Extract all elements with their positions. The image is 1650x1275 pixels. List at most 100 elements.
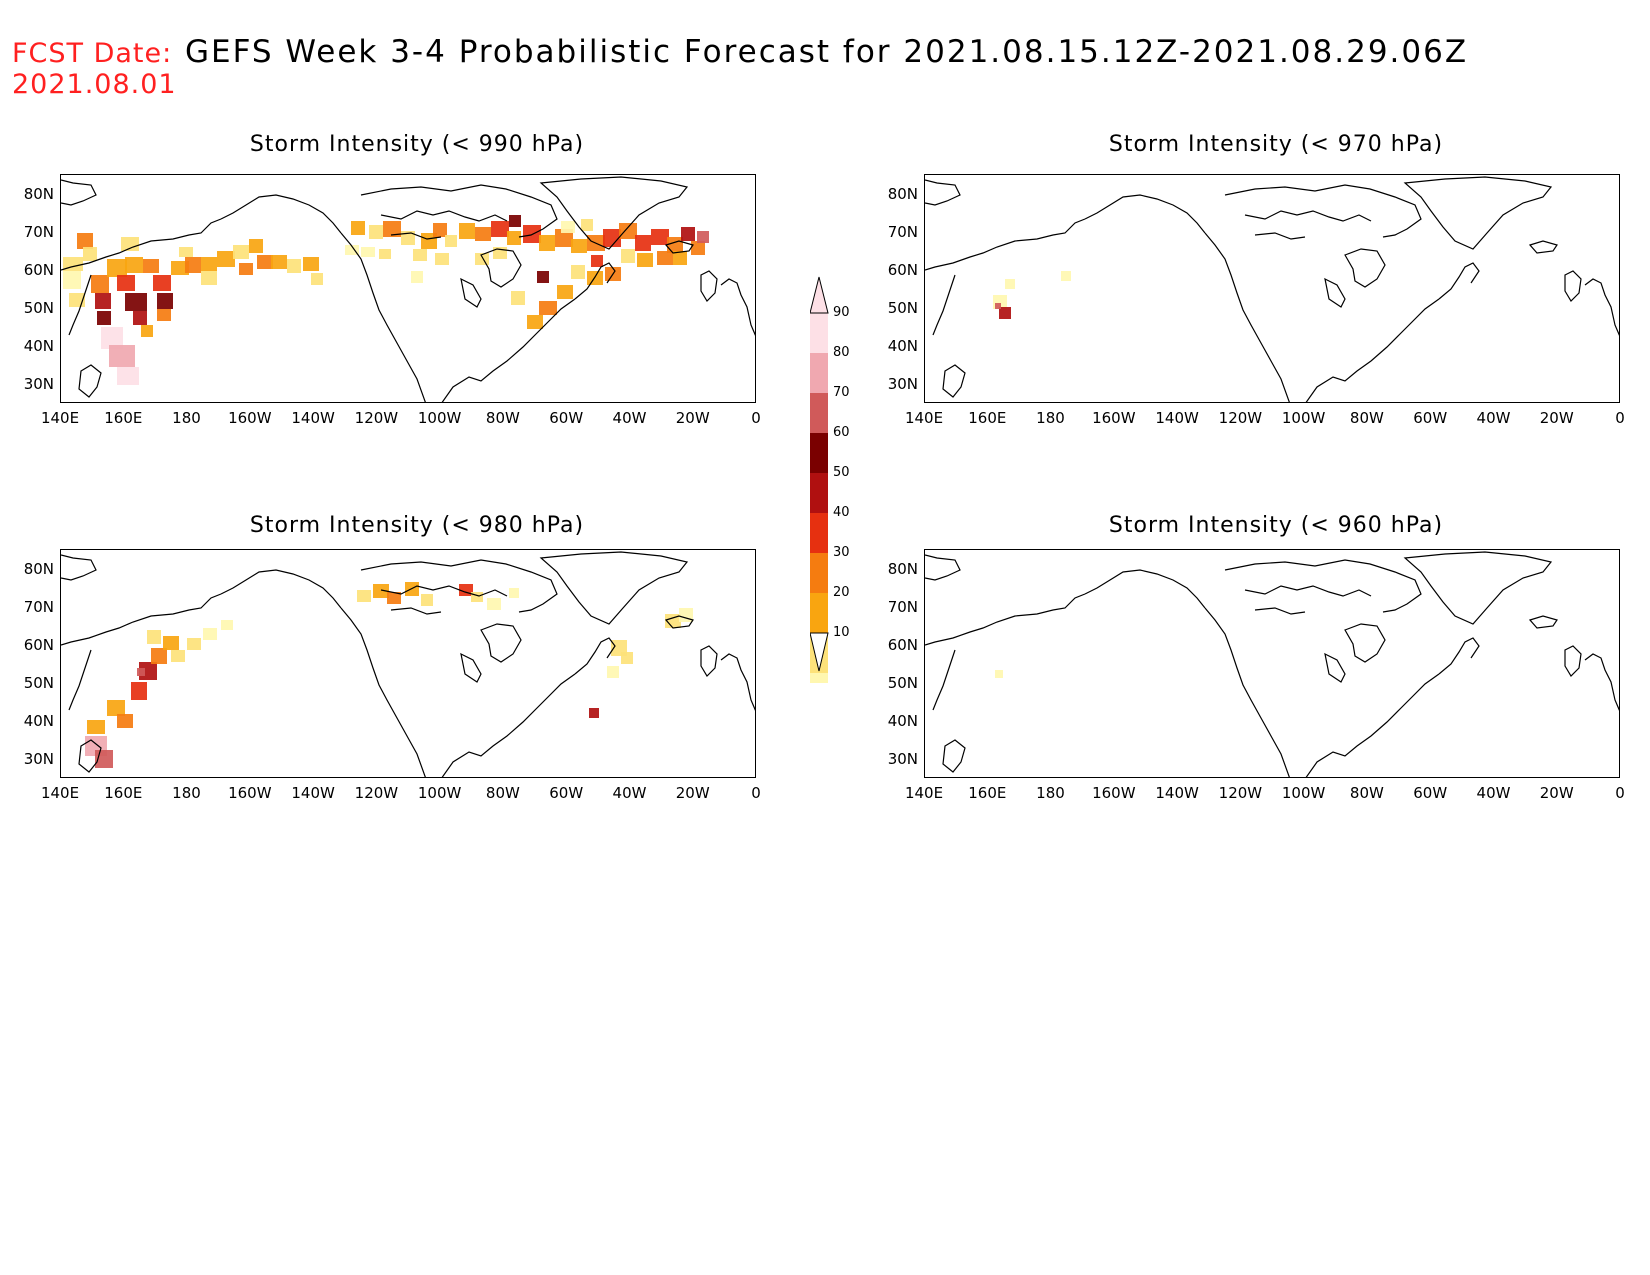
lat-tick-label: 80N (23, 185, 54, 203)
probability-cell (203, 628, 217, 640)
coastline (61, 554, 97, 581)
map-panel-970 (924, 174, 1620, 403)
lon-tick-label: 60W (1413, 784, 1448, 802)
probability-cell (87, 720, 105, 734)
coastline (1254, 232, 1306, 240)
coastline (574, 262, 616, 300)
panel-title-990: Storm Intensity (< 990 hPa) (249, 132, 585, 157)
map-canvas-980 (61, 551, 755, 777)
probability-cell (561, 221, 575, 233)
probability-cell (97, 311, 111, 325)
probability-cell (351, 221, 365, 235)
probability-cell (401, 231, 415, 245)
probability-cell (117, 367, 139, 385)
probability-cell (125, 257, 143, 273)
colorbar (810, 276, 829, 683)
coastline (925, 554, 961, 581)
lon-tick-label: 20W (675, 409, 710, 427)
coastline (925, 179, 961, 206)
probability-cell (383, 221, 401, 237)
probability-cell (171, 261, 189, 275)
coastline (1305, 673, 1440, 777)
coastline (1084, 569, 1206, 609)
coastline (942, 739, 966, 773)
lon-tick-label: 100W (1281, 784, 1326, 802)
colorbar-level-label: 60 (833, 425, 850, 440)
coastline (61, 218, 222, 271)
lat-tick-label: 30N (23, 750, 54, 768)
lon-tick-label: 140E (40, 409, 80, 427)
probability-cell (157, 293, 173, 309)
probability-cell (697, 231, 709, 243)
lon-tick-label: 80W (1349, 784, 1384, 802)
probability-cell (413, 249, 427, 261)
probability-cell (345, 245, 359, 255)
probability-cell (257, 255, 273, 269)
probability-cell (125, 293, 147, 311)
coastline (1204, 232, 1290, 402)
lon-tick-label: 100W (417, 409, 462, 427)
probability-cell (107, 700, 125, 716)
lon-tick-label: 40W (612, 409, 647, 427)
lat-tick-label: 50N (887, 674, 918, 692)
colorbar-level-label: 90 (833, 305, 850, 320)
probability-cell (63, 271, 81, 289)
colorbar-level-label: 50 (833, 465, 850, 480)
lon-tick-label: 160W (228, 784, 272, 802)
lat-tick-label: 50N (23, 674, 54, 692)
coastline (1528, 240, 1558, 254)
lon-tick-label: 180 (1036, 409, 1065, 427)
probability-cell (507, 231, 521, 245)
probability-cell (621, 652, 633, 664)
panel-title-980: Storm Intensity (< 980 hPa) (249, 513, 585, 538)
probability-cell (379, 249, 391, 259)
colorbar-top-arrow (810, 276, 829, 314)
probability-cell (459, 223, 475, 239)
probability-cell (527, 315, 543, 329)
colorbar-level-label: 20 (833, 585, 850, 600)
probability-cell (1005, 279, 1015, 289)
coastline (925, 593, 1086, 646)
lon-tick-label: 120W (354, 784, 399, 802)
coastline (1344, 623, 1386, 663)
probability-cell (509, 588, 519, 598)
lat-tick-label: 40N (887, 337, 918, 355)
probability-cell (221, 620, 233, 630)
coastline (1305, 298, 1440, 402)
coastline (220, 569, 342, 609)
probability-cell (445, 235, 457, 247)
probability-cell (433, 223, 447, 237)
coastline (460, 277, 482, 308)
probability-cell (157, 309, 171, 321)
lon-tick-label: 140E (40, 784, 80, 802)
lon-tick-label: 180 (172, 784, 201, 802)
probability-cell (147, 630, 161, 644)
coastline (720, 653, 755, 711)
probability-cell (101, 327, 123, 349)
probability-cell (137, 668, 145, 676)
probability-cell (249, 239, 263, 253)
colorbar-swatch (810, 593, 828, 633)
lon-tick-label: 40W (1476, 784, 1511, 802)
probability-cell (107, 259, 127, 277)
probability-cell (995, 303, 1001, 309)
coastline (1244, 585, 1372, 597)
probability-cell (141, 325, 153, 337)
coastline (78, 364, 102, 398)
probability-cell (133, 311, 147, 325)
probability-cell (153, 275, 171, 291)
lat-tick-label: 80N (23, 560, 54, 578)
probability-cell (171, 650, 185, 662)
coastline (390, 607, 442, 615)
lon-tick-label: 160E (968, 409, 1007, 427)
coastline (480, 623, 522, 663)
lat-tick-label: 50N (23, 299, 54, 317)
probability-cell (509, 215, 521, 227)
lon-tick-label: 80W (485, 784, 520, 802)
lat-tick-label: 80N (887, 185, 918, 203)
panel-title-960: Storm Intensity (< 960 hPa) (1108, 513, 1444, 538)
panel-title-970: Storm Intensity (< 970 hPa) (1108, 132, 1444, 157)
map-panel-980 (60, 549, 756, 778)
coastline (932, 649, 956, 711)
coastline (220, 194, 342, 234)
